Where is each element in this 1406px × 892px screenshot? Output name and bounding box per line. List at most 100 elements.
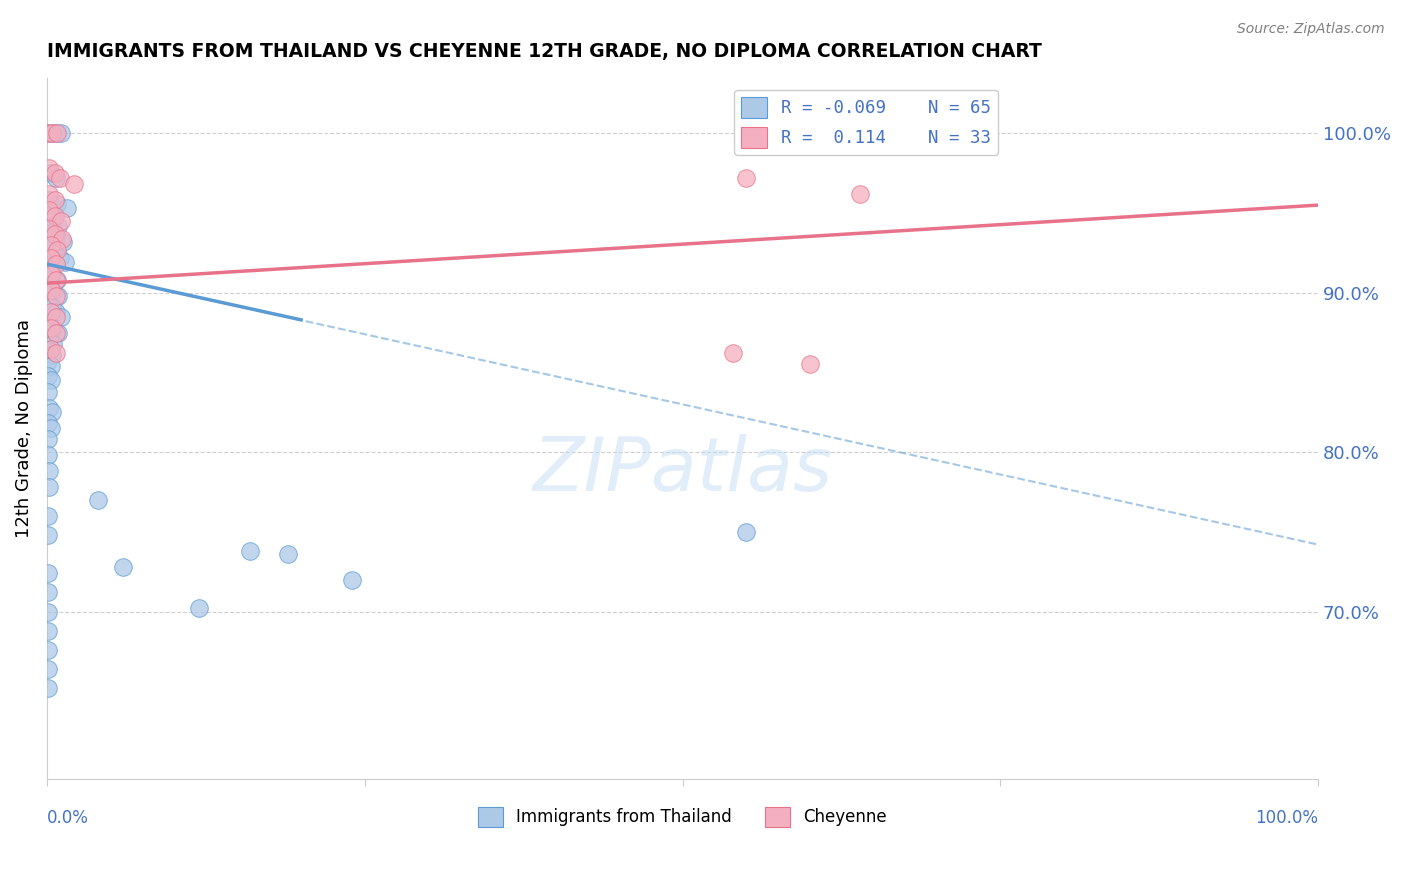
Point xyxy=(37,127,59,141)
Point xyxy=(38,202,60,217)
Text: IMMIGRANTS FROM THAILAND VS CHEYENNE 12TH GRADE, NO DIPLOMA CORRELATION CHART: IMMIGRANTS FROM THAILAND VS CHEYENNE 12T… xyxy=(46,42,1042,61)
Point xyxy=(42,284,65,298)
Point xyxy=(37,368,59,383)
Point xyxy=(53,255,76,269)
Point xyxy=(49,214,72,228)
Point xyxy=(39,373,62,387)
Point xyxy=(38,186,60,201)
Text: 0.0%: 0.0% xyxy=(46,809,89,828)
Point xyxy=(39,421,62,435)
Point xyxy=(37,508,59,523)
Point xyxy=(45,289,67,303)
Point xyxy=(45,171,67,186)
Point xyxy=(49,127,72,141)
Point xyxy=(38,279,60,293)
Point xyxy=(38,332,60,346)
Point xyxy=(46,273,69,287)
Point xyxy=(38,480,60,494)
Point xyxy=(41,127,63,141)
Point xyxy=(188,601,211,615)
Point xyxy=(37,528,59,542)
Point xyxy=(37,417,59,431)
Point xyxy=(49,310,72,324)
Point xyxy=(38,316,60,330)
Point xyxy=(41,267,63,281)
Point xyxy=(45,257,67,271)
Point xyxy=(37,681,59,695)
Point xyxy=(48,251,70,265)
Point xyxy=(39,267,62,281)
Point xyxy=(48,171,70,186)
Point xyxy=(38,161,60,176)
Point xyxy=(39,321,62,335)
Point xyxy=(37,384,59,399)
Point xyxy=(45,310,67,324)
Point xyxy=(45,326,67,340)
Point xyxy=(46,127,69,141)
Point xyxy=(37,209,59,223)
Point xyxy=(39,359,62,373)
Point xyxy=(39,342,62,356)
Point xyxy=(41,348,63,362)
Point xyxy=(46,243,69,257)
Point xyxy=(37,433,59,447)
Point xyxy=(87,493,110,508)
Text: Source: ZipAtlas.com: Source: ZipAtlas.com xyxy=(1237,22,1385,37)
Point xyxy=(39,225,62,239)
Point xyxy=(735,171,758,186)
Point xyxy=(45,346,67,360)
Point xyxy=(37,566,59,581)
Text: 100.0%: 100.0% xyxy=(1256,809,1319,828)
Point xyxy=(37,448,59,462)
Point xyxy=(44,166,66,180)
Point xyxy=(41,127,63,141)
Point xyxy=(38,464,60,478)
Point xyxy=(46,326,69,340)
Point xyxy=(38,401,60,415)
Point xyxy=(35,127,58,141)
Point xyxy=(41,405,63,419)
Text: ZIPatlas: ZIPatlas xyxy=(533,434,832,507)
Point xyxy=(39,305,62,319)
Point xyxy=(45,230,67,244)
Point xyxy=(723,346,745,360)
Point xyxy=(62,178,84,192)
Point xyxy=(45,127,67,141)
Point xyxy=(39,283,62,297)
Point xyxy=(38,241,60,255)
Point xyxy=(340,573,363,587)
Point xyxy=(46,196,69,211)
Point xyxy=(39,251,62,265)
Point xyxy=(45,305,67,319)
Point xyxy=(849,186,872,201)
Legend: Immigrants from Thailand, Cheyenne: Immigrants from Thailand, Cheyenne xyxy=(471,800,894,834)
Y-axis label: 12th Grade, No Diploma: 12th Grade, No Diploma xyxy=(15,318,32,538)
Point xyxy=(37,295,59,310)
Point xyxy=(38,194,60,208)
Point xyxy=(277,547,299,561)
Point xyxy=(37,261,59,276)
Point xyxy=(39,166,62,180)
Point xyxy=(37,343,59,358)
Point xyxy=(38,222,60,236)
Point xyxy=(42,214,65,228)
Point xyxy=(44,194,66,208)
Point xyxy=(44,246,66,260)
Point xyxy=(37,662,59,676)
Point xyxy=(239,544,262,558)
Point xyxy=(37,354,59,368)
Point xyxy=(51,231,73,245)
Point xyxy=(37,585,59,599)
Point xyxy=(42,321,65,335)
Point xyxy=(37,605,59,619)
Point xyxy=(46,289,69,303)
Point xyxy=(42,336,65,351)
Point xyxy=(799,358,821,372)
Point xyxy=(46,219,69,233)
Point xyxy=(39,238,62,252)
Point xyxy=(44,227,66,241)
Point xyxy=(37,624,59,638)
Point xyxy=(45,273,67,287)
Point xyxy=(41,300,63,314)
Point xyxy=(56,202,79,216)
